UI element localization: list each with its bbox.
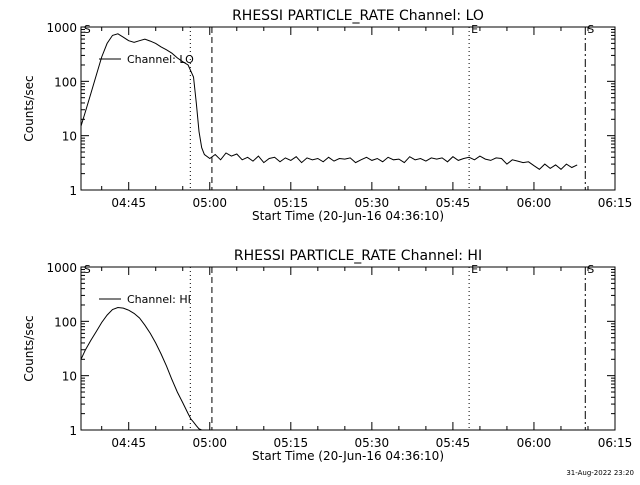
lo-marker-label: S <box>84 23 91 36</box>
lo-marker-label: E <box>471 23 478 36</box>
hi-legend-label: Channel: HI <box>127 293 191 306</box>
lo-legend-label: Channel: LO <box>127 53 194 66</box>
hi-marker-label: S <box>84 263 91 276</box>
hi-plot-frame <box>80 266 616 431</box>
hi-panel: RHESSI PARTICLE_RATE Channel: HI Start Ti… <box>22 248 632 463</box>
lo-x-tick-label: 05:30 <box>355 196 390 210</box>
hi-y-tick-label: 10 <box>62 370 77 384</box>
lo-chart-title: RHESSI PARTICLE_RATE Channel: LO <box>232 8 484 24</box>
hi-x-tick-label: 04:45 <box>111 436 146 450</box>
hi-x-tick-label: 05:30 <box>355 436 390 450</box>
lo-x-tick-label: 06:00 <box>517 196 552 210</box>
hi-y-axis-label: Counts/sec <box>22 315 36 381</box>
lo-y-tick-label: 10 <box>62 130 77 144</box>
hi-y-tick-label: 1000 <box>46 261 77 275</box>
hi-y-tick-label: 1 <box>69 424 77 438</box>
lo-x-tick-label: 05:15 <box>274 196 309 210</box>
timestamp-stamp: 31-Aug-2022 23:20 <box>566 469 634 477</box>
hi-y-tick-label: 100 <box>54 315 77 329</box>
hi-x-axis-label: Start Time (20-Jun-16 04:36:10) <box>252 449 444 463</box>
hi-series-line <box>80 306 202 431</box>
lo-y-tick-label: 1 <box>69 184 77 198</box>
lo-x-tick-label: 06:15 <box>598 196 633 210</box>
hi-marker-label: S <box>587 263 594 276</box>
lo-marker-label: S <box>587 23 594 36</box>
hi-x-tick-label: 05:45 <box>436 436 471 450</box>
hi-x-tick-label: 05:00 <box>192 436 227 450</box>
hi-marker-label: E <box>471 263 478 276</box>
lo-y-tick-label: 100 <box>54 75 77 89</box>
lo-series-line <box>80 33 578 170</box>
hi-x-tick-label: 05:15 <box>274 436 309 450</box>
hi-chart-title: RHESSI PARTICLE_RATE Channel: HI <box>234 248 482 264</box>
lo-x-tick-label: 04:45 <box>111 196 146 210</box>
lo-x-axis-label: Start Time (20-Jun-16 04:36:10) <box>252 209 444 223</box>
lo-y-axis-label: Counts/sec <box>22 75 36 141</box>
lo-x-tick-label: 05:00 <box>192 196 227 210</box>
hi-x-tick-label: 06:00 <box>517 436 552 450</box>
lo-plot-frame <box>80 26 616 191</box>
lo-y-tick-label: 1000 <box>46 21 77 35</box>
hi-x-tick-label: 06:15 <box>598 436 633 450</box>
lo-x-tick-label: 05:45 <box>436 196 471 210</box>
lo-panel: RHESSI PARTICLE_RATE Channel: LO Start Ti… <box>22 8 632 223</box>
